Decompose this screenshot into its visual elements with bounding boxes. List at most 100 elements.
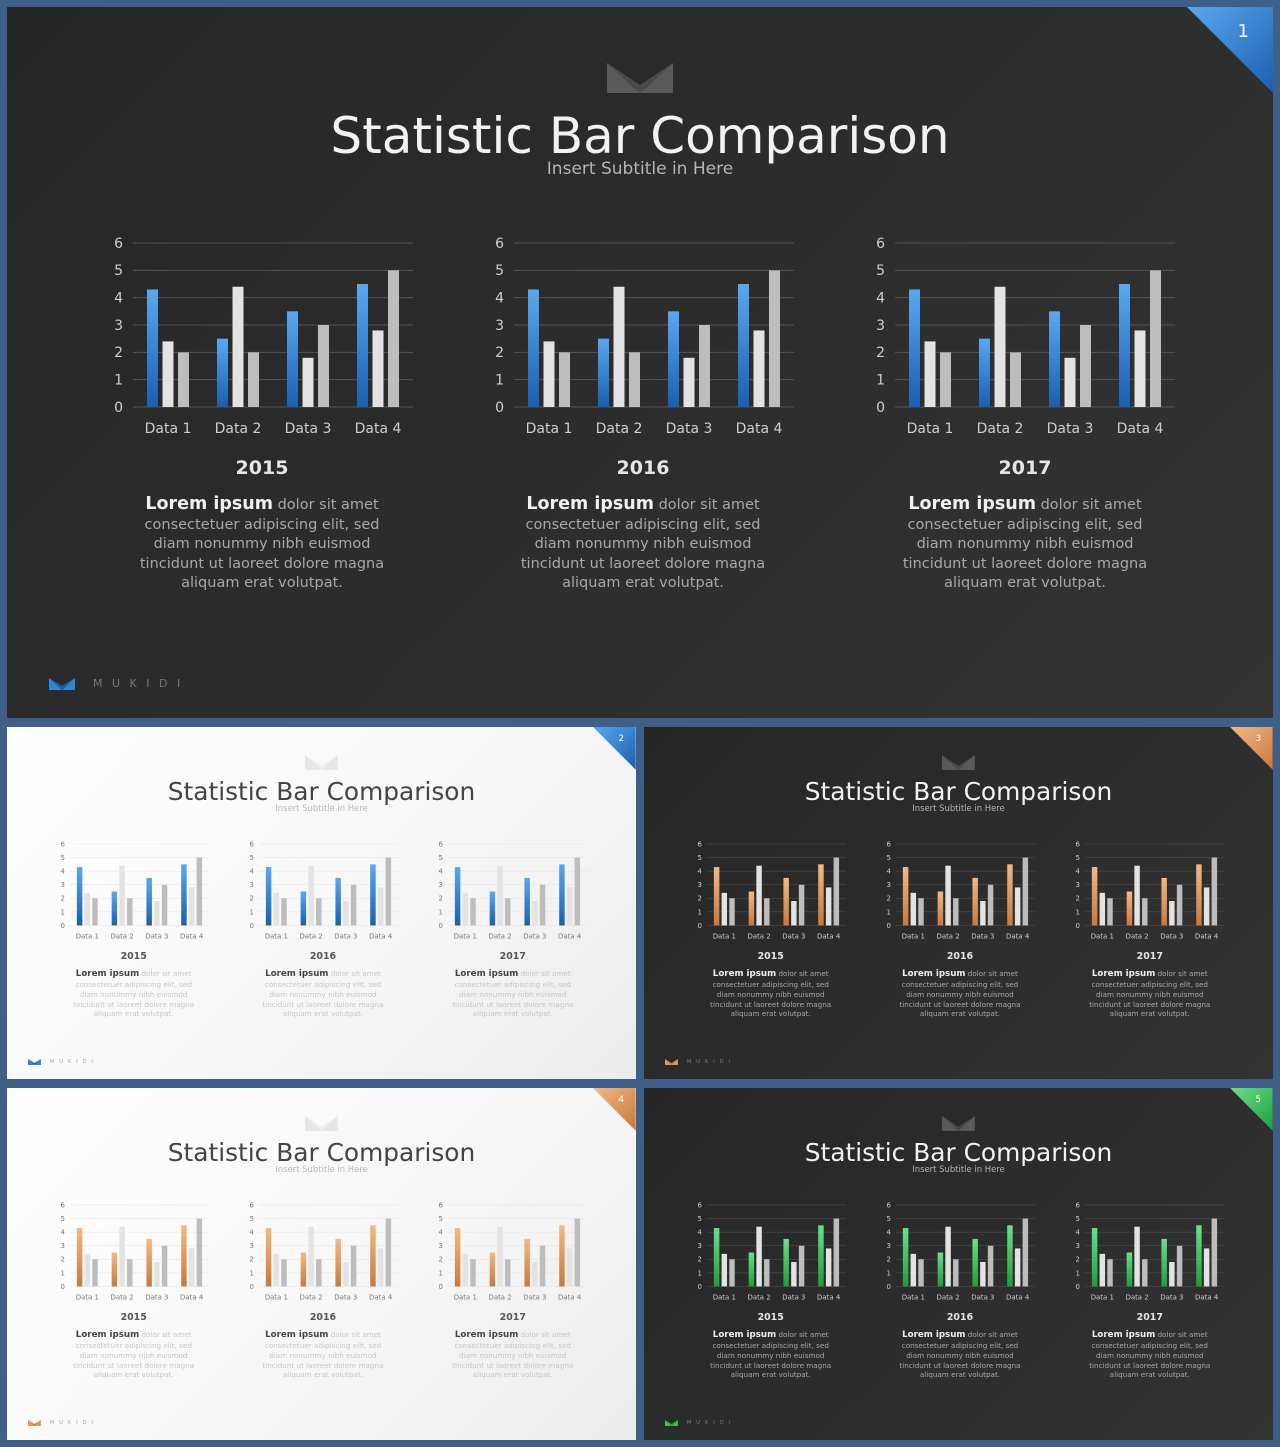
y-tick-label: 0 xyxy=(1076,1283,1080,1291)
x-tick-label: Data 2 xyxy=(1126,1294,1149,1302)
y-tick-label: 3 xyxy=(60,881,64,889)
x-tick-label: Data 1 xyxy=(907,421,954,437)
y-tick-label: 4 xyxy=(886,868,891,876)
slide-subtitle: Insert Subtitle in Here xyxy=(546,159,734,179)
bar-4-series-3 xyxy=(196,1218,202,1287)
bar-2-series-3 xyxy=(763,1259,770,1287)
bar-4-series-2 xyxy=(1204,887,1210,926)
y-tick-label: 0 xyxy=(60,1283,64,1291)
y-tick-label: 6 xyxy=(697,1202,701,1210)
brand-footer: M U K I D I xyxy=(664,1420,732,1427)
slide-1: 1 Statistic Bar Comparison Insert Subtitle… xyxy=(7,7,1273,718)
brand-name: M U K I D I xyxy=(686,1059,732,1066)
y-tick-label: 0 xyxy=(249,1283,253,1291)
y-tick-label: 2 xyxy=(697,1256,701,1264)
bar-3-series-1 xyxy=(972,878,978,926)
bar-chart-2017: 0 1 2 3 4 5 6 Data 1 Data 2 Data 3 Data 4 xyxy=(435,839,589,943)
year-label: 2016 xyxy=(309,950,337,962)
bar-4-series-1 xyxy=(180,864,187,926)
bar-2-series-1 xyxy=(937,1252,944,1287)
bar-1-series-3 xyxy=(91,1259,98,1287)
bar-2-series-1 xyxy=(937,891,944,926)
y-tick-label: 6 xyxy=(1076,841,1080,849)
bar-chart-2017: 0 1 2 3 4 5 6 Data 1 Data 2 Data 3 Data 4 xyxy=(1072,839,1226,943)
brand-logo-icon xyxy=(664,1420,678,1427)
y-tick-label: 2 xyxy=(249,895,253,903)
bar-1-series-2 xyxy=(924,341,936,407)
slide-title: Statistic Bar Comparison xyxy=(804,776,1113,806)
y-tick-label: 4 xyxy=(876,291,885,307)
x-tick-label: Data 2 xyxy=(936,933,959,941)
y-tick-label: 3 xyxy=(886,1242,890,1250)
description-lead: Lorem ipsum xyxy=(712,969,777,980)
bar-2-series-1 xyxy=(489,891,496,926)
y-tick-label: 6 xyxy=(439,1202,443,1210)
x-tick-label: Data 4 xyxy=(1195,1294,1219,1302)
bar-1-series-1 xyxy=(455,867,461,926)
bar-2-series-2 xyxy=(497,865,504,926)
brand-name: M U K I D I xyxy=(93,677,184,690)
description-text: Lorem ipsum dolor sit amet consectetuer … xyxy=(709,969,833,1018)
x-tick-label: Data 2 xyxy=(747,1294,770,1302)
x-tick-label: Data 2 xyxy=(110,933,133,941)
y-tick-label: 6 xyxy=(1076,1202,1080,1210)
x-tick-label: Data 2 xyxy=(936,1294,959,1302)
bar-2-series-2 xyxy=(119,1226,125,1287)
bar-3-series-3 xyxy=(350,1245,357,1287)
bar-2-series-3 xyxy=(1142,898,1148,926)
bar-2-series-1 xyxy=(598,338,609,407)
bar-3-series-1 xyxy=(524,878,531,926)
bar-3-series-2 xyxy=(343,901,349,926)
bar-1-series-2 xyxy=(721,1254,727,1287)
bar-2-series-1 xyxy=(217,338,228,407)
slide-5: 5 Statistic Bar Comparison Insert Subtitle… xyxy=(644,1088,1273,1440)
y-tick-label: 5 xyxy=(114,263,123,279)
brand-logo-icon xyxy=(27,1420,41,1427)
bar-2-series-2 xyxy=(945,1226,951,1287)
bar-3-series-1 xyxy=(146,1239,152,1287)
y-tick-label: 1 xyxy=(495,373,504,389)
bar-1-series-1 xyxy=(1092,1228,1098,1287)
y-tick-label: 2 xyxy=(60,1256,64,1264)
y-tick-label: 5 xyxy=(60,854,64,862)
y-tick-label: 2 xyxy=(60,895,64,903)
bar-2-series-3 xyxy=(316,898,322,926)
bar-1-series-2 xyxy=(721,893,727,926)
x-tick-label: Data 4 xyxy=(1195,933,1219,941)
y-tick-label: 2 xyxy=(249,1256,253,1264)
y-tick-label: 4 xyxy=(697,1229,702,1237)
description-body: dolor sit amet consectetuer adipiscing e… xyxy=(262,1330,384,1380)
bar-1-series-3 xyxy=(1107,898,1114,926)
bar-2-series-3 xyxy=(953,1259,959,1287)
y-tick-label: 6 xyxy=(114,236,123,252)
bar-chart-svg: 0 1 2 3 4 5 6 Data 1 Data 2 Data 3 Data 4 xyxy=(60,841,209,941)
brand-footer: M U K I D I xyxy=(27,1059,95,1065)
description-lead: Lorem ipsum xyxy=(1091,969,1156,980)
y-tick-label: 6 xyxy=(886,1202,890,1210)
year-label: 2015 xyxy=(757,950,784,962)
bar-4-series-1 xyxy=(1196,864,1202,926)
y-tick-label: 1 xyxy=(60,1270,64,1278)
year-label: 2017 xyxy=(1136,950,1163,962)
description-body: dolor sit amet consectetuer adipiscing e… xyxy=(899,969,1021,1019)
description-text: Lorem ipsum dolor sit amet consectetuer … xyxy=(709,1330,833,1379)
bar-3-series-1 xyxy=(668,311,679,407)
description-body: dolor sit amet consectetuer adipiscing e… xyxy=(452,969,574,1019)
year-label: 2015 xyxy=(757,1311,784,1323)
description-lead: Lorem ipsum xyxy=(265,969,329,980)
bar-1-series-2 xyxy=(462,893,469,926)
bar-4-series-2 xyxy=(567,1248,573,1287)
description-lead: Lorem ipsum xyxy=(145,494,273,514)
bar-3-series-2 xyxy=(532,901,538,926)
description-lead: Lorem ipsum xyxy=(902,1330,966,1341)
description-body: dolor sit amet consectetuer adipiscing e… xyxy=(1089,1330,1211,1380)
bar-4-series-2 xyxy=(188,887,195,926)
bar-2-series-1 xyxy=(300,891,307,926)
x-tick-label: Data 2 xyxy=(489,1294,512,1302)
y-tick-label: 1 xyxy=(697,1270,701,1278)
bar-1-series-1 xyxy=(265,1228,272,1287)
bar-3-series-2 xyxy=(683,357,695,407)
corner-tab-icon xyxy=(1230,1088,1273,1131)
y-tick-label: 1 xyxy=(114,373,123,389)
y-tick-label: 1 xyxy=(439,909,443,917)
